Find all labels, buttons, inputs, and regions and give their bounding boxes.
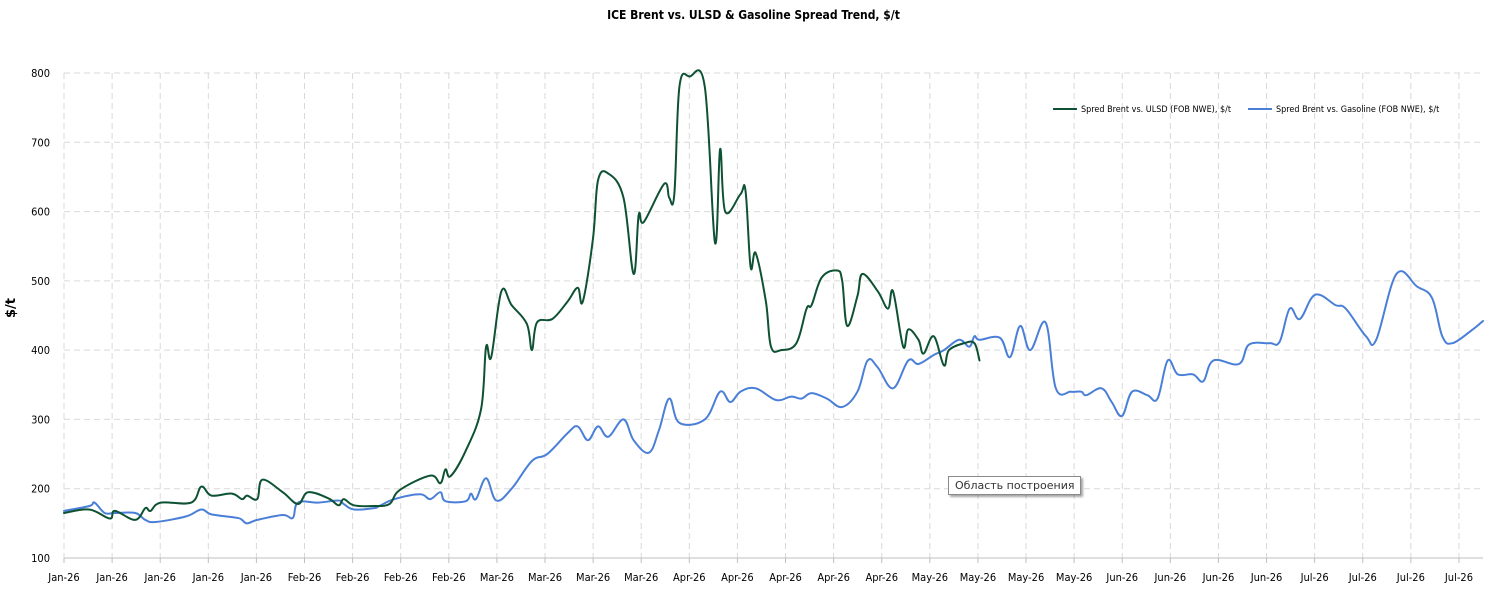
x-tick-label: Jan-26 [95, 571, 127, 584]
x-tick-label: May-26 [912, 571, 948, 584]
x-tick-label: Jul-26 [1444, 571, 1473, 584]
x-tick-label: Mar-26 [480, 571, 514, 584]
x-tick-label: Jan-26 [192, 571, 224, 584]
series-lines [63, 69, 1484, 525]
x-tick-label: Jun-26 [1154, 571, 1187, 584]
y-tick-label: 100 [31, 552, 50, 565]
y-tick-label: 700 [31, 136, 50, 149]
x-tick-label: Feb-26 [432, 571, 466, 584]
x-tick-label: Jul-26 [1300, 571, 1329, 584]
x-tick-label: May-26 [1008, 571, 1044, 584]
plot-area-tooltip: Область построения [948, 476, 1082, 495]
x-tick-label: Apr-26 [673, 571, 706, 584]
y-tick-label: 300 [31, 413, 50, 426]
x-tick-label: Apr-26 [721, 571, 754, 584]
x-tick-label: Feb-26 [288, 571, 322, 584]
x-tick-label: Jan-26 [240, 571, 272, 584]
legend-entry: Spred Brent vs. Gasoline (FOB NWE), $/t [1276, 105, 1439, 115]
x-tick-label: Apr-26 [817, 571, 850, 584]
y-tick-label: 400 [31, 344, 50, 357]
x-tick-label: Jul-26 [1348, 571, 1377, 584]
x-tick-label: Jan-26 [143, 571, 175, 584]
grid [63, 72, 1483, 559]
x-tick-label: Apr-26 [769, 571, 802, 584]
y-tick-label: 600 [31, 206, 50, 219]
x-tick-label: Mar-26 [528, 571, 562, 584]
x-tick-label: Jul-26 [1396, 571, 1425, 584]
y-tick-label: 200 [31, 483, 50, 496]
x-tick-label: May-26 [960, 571, 996, 584]
x-tick-label: Jan-26 [47, 571, 79, 584]
x-axis-ticks: Jan-26 Jan-26 Jan-26 Jan-26 Jan-26 Feb-26 Feb-… [47, 557, 1483, 584]
chart-title: ICE Brent vs. ULSD & Gasoline Spread Tre… [607, 8, 900, 22]
legend-entry: Spred Brent vs. ULSD (FOB NWE), $/t [1081, 105, 1231, 115]
series-line-gasoline [63, 270, 1484, 525]
y-axis-ticks: 100 200 300 400 500 600 700 800 [31, 67, 50, 565]
x-tick-label: Jun-26 [1202, 571, 1235, 584]
series-line-ulsd [63, 69, 981, 521]
x-tick-label: Mar-26 [624, 571, 658, 584]
x-tick-label: Apr-26 [865, 571, 898, 584]
x-tick-label: Feb-26 [336, 571, 370, 584]
x-tick-label: Mar-26 [576, 571, 610, 584]
x-tick-label: Jun-26 [1250, 571, 1283, 584]
x-tick-label: May-26 [1056, 571, 1092, 584]
legend: Spred Brent vs. ULSD (FOB NWE), $/t Spred… [1053, 105, 1439, 115]
y-tick-label: 500 [31, 275, 50, 288]
y-tick-label: 800 [31, 67, 50, 80]
x-tick-label: Jun-26 [1105, 571, 1138, 584]
x-tick-label: Feb-26 [384, 571, 418, 584]
